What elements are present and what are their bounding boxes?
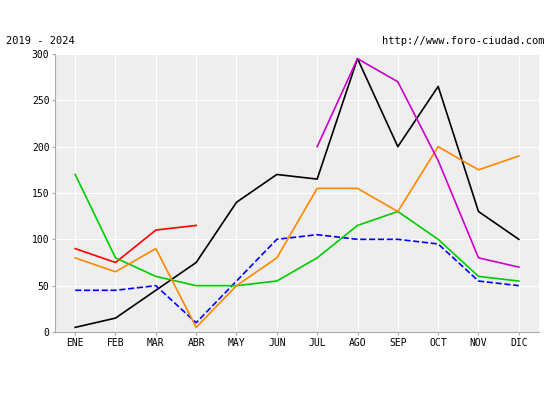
- Text: 2019 - 2024: 2019 - 2024: [6, 36, 74, 46]
- Text: http://www.foro-ciudad.com: http://www.foro-ciudad.com: [382, 36, 544, 46]
- Text: Evolucion Nº Turistas Extranjeros en el municipio de Villafranca Montes de Oca: Evolucion Nº Turistas Extranjeros en el …: [0, 8, 550, 22]
